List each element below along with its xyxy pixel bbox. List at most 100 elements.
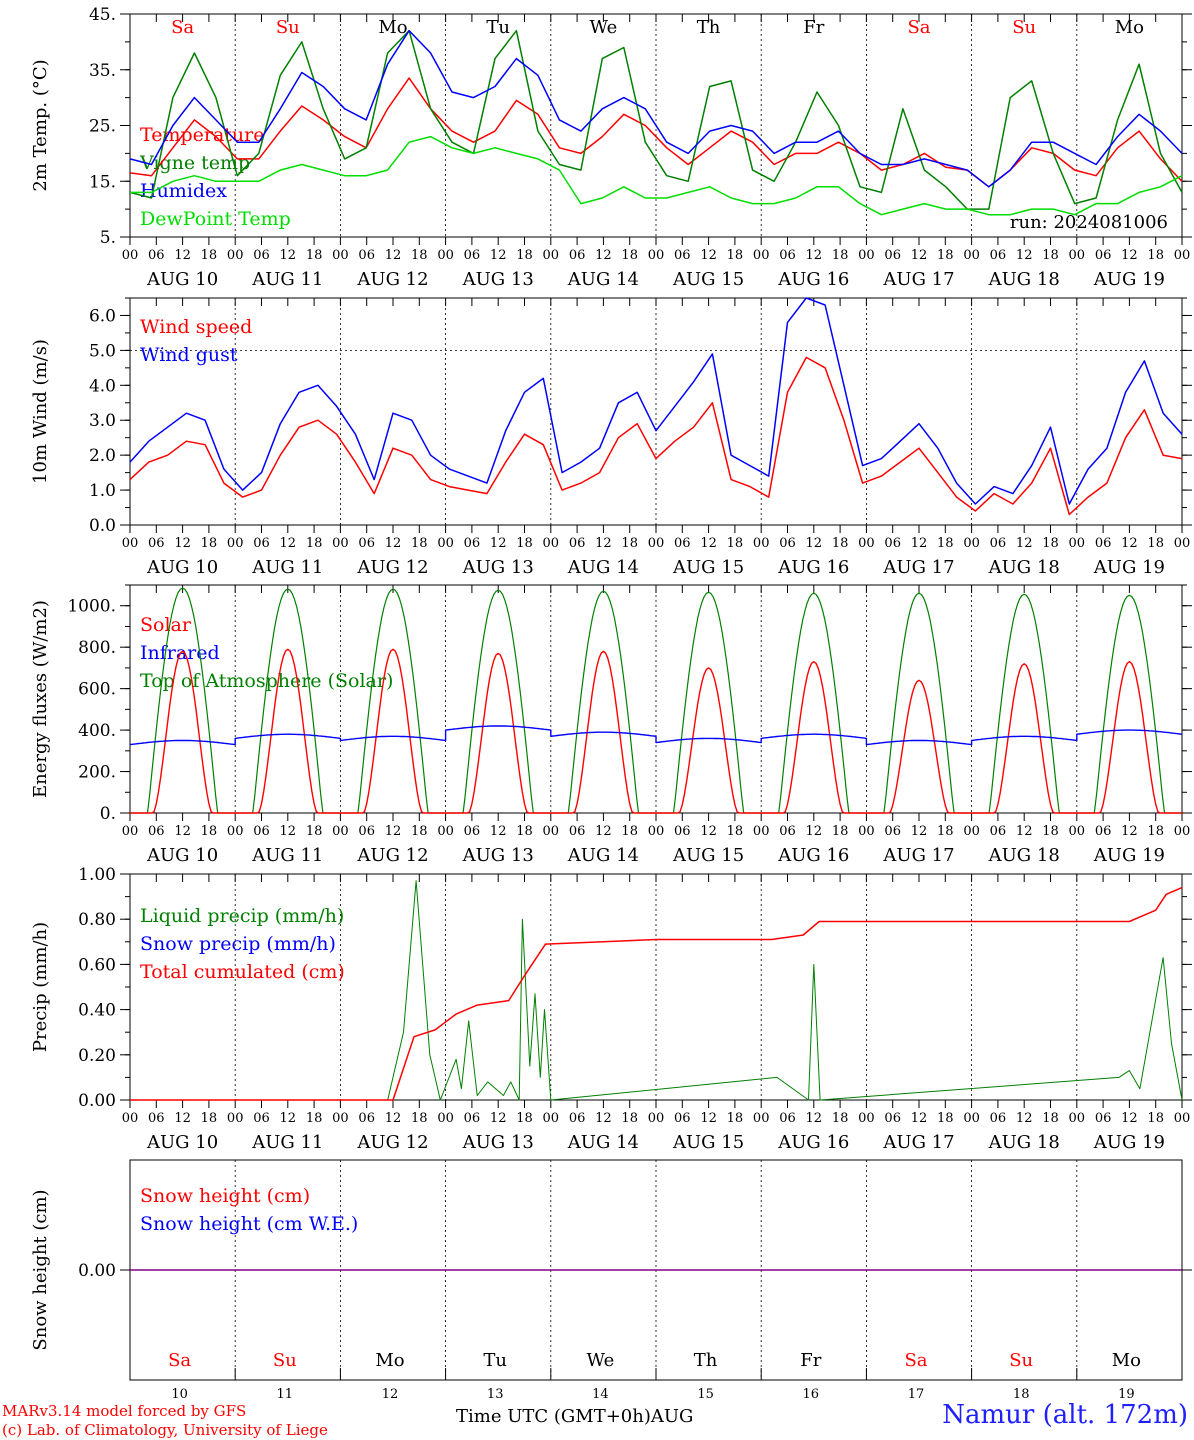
date-label: AUG 12 (356, 557, 428, 578)
hour-tick-label: 00 (437, 536, 454, 551)
hour-tick-label: 12 (806, 248, 823, 263)
hour-tick-label: 06 (1095, 536, 1112, 551)
hour-tick-label: 18 (411, 1111, 428, 1126)
hour-tick-label: 18 (621, 536, 638, 551)
weekday-label: Su (1012, 17, 1036, 38)
date-label: AUG 19 (1093, 1132, 1165, 1153)
panel-4: 0.00 0.20 0.40 0.60 0.80 1.00 Precip (mm/h) 00 0… (30, 865, 1192, 1153)
lab-credit: (c) Lab. of Climatology, University of L… (2, 1421, 328, 1439)
legend-entry: Liquid precip (mm/h) (140, 905, 344, 927)
hour-tick-label: 06 (1095, 824, 1112, 839)
hour-tick-label: 12 (280, 248, 297, 263)
y-tick-label: 6.0 (89, 306, 116, 326)
liquid-precip-line (387, 880, 1183, 1101)
hour-tick-label: 00 (122, 1111, 139, 1126)
hour-tick-label: 00 (963, 1111, 980, 1126)
hour-tick-label: 18 (201, 1111, 218, 1126)
hour-tick-label: 18 (727, 536, 744, 551)
hour-tick-label: 12 (1016, 536, 1033, 551)
weekday-label: Su (1009, 1350, 1033, 1371)
weekday-label: Sa (907, 17, 930, 38)
hour-tick-label: 18 (411, 824, 428, 839)
y-tick-label: 1.0 (89, 481, 116, 501)
hour-tick-label: 00 (1069, 1111, 1086, 1126)
model-credit: MARv3.14 model forced by GFS (2, 1402, 247, 1420)
hour-tick-label: 06 (779, 248, 796, 263)
panel-2: 0.0 1.0 2.0 3.0 4.0 5.0 6.0 10m Wind (m/s) 00 06 1… (30, 297, 1192, 578)
hour-tick-label: 12 (595, 536, 612, 551)
y-tick-label: 0.40 (78, 1001, 116, 1021)
hour-tick-label: 00 (332, 1111, 349, 1126)
hour-tick-label: 00 (543, 824, 560, 839)
hour-tick-label: 12 (385, 248, 402, 263)
hour-tick-label: 00 (122, 536, 139, 551)
hour-tick-label: 18 (201, 824, 218, 839)
wind-series-line-0 (129, 356, 1183, 516)
y-tick-label: 0.20 (78, 1046, 116, 1066)
hour-tick-label: 06 (148, 1111, 165, 1126)
y-axis-label: Energy fluxes (W/m2) (30, 600, 51, 798)
hour-tick-label: 06 (148, 536, 165, 551)
legend-entry: DewPoint Temp (140, 208, 291, 230)
hour-tick-label: 06 (358, 248, 375, 263)
hour-tick-label: 06 (674, 536, 691, 551)
date-label: AUG 15 (672, 557, 744, 578)
day-number-label: 16 (803, 1387, 820, 1402)
date-label: AUG 11 (251, 1132, 323, 1153)
y-tick-label: 35. (89, 61, 116, 81)
weekday-label: We (587, 1350, 615, 1371)
hour-tick-label: 12 (700, 824, 717, 839)
date-label: AUG 14 (567, 269, 639, 290)
y-axis-label: Precip (mm/h) (30, 922, 51, 1052)
hour-tick-label: 00 (437, 248, 454, 263)
hour-tick-label: 12 (490, 824, 507, 839)
hour-tick-label: 00 (858, 248, 875, 263)
weekday-label: Fr (800, 1350, 821, 1371)
legend-entry: Vigne temp (139, 152, 250, 174)
hour-tick-label: 00 (648, 1111, 665, 1126)
hour-tick-label: 00 (1174, 248, 1191, 263)
hour-tick-label: 00 (227, 1111, 244, 1126)
panel-5: 0.00 Snow height (cm) Snow height (cm) Snow… (30, 1159, 1192, 1381)
y-tick-label: 600. (78, 680, 116, 700)
hour-tick-label: 18 (1042, 248, 1059, 263)
hour-tick-label: 18 (937, 824, 954, 839)
panel-1: 5. 15. 25. 35. 45. 2m Temp. (°C) 00 06 12 18 AUG 1… (30, 5, 1192, 290)
hour-tick-label: 18 (516, 1111, 533, 1126)
day-number-label: 13 (487, 1387, 504, 1402)
hour-tick-label: 06 (253, 248, 270, 263)
hour-tick-label: 00 (753, 536, 770, 551)
hour-tick-label: 18 (937, 248, 954, 263)
hour-tick-label: 18 (1042, 1111, 1059, 1126)
hour-tick-label: 06 (990, 536, 1007, 551)
day-number-label: 10 (171, 1387, 188, 1402)
hour-tick-label: 18 (621, 248, 638, 263)
y-tick-label: 4.0 (89, 376, 116, 396)
series-line-1 (129, 29, 1183, 210)
hour-tick-label: 06 (884, 1111, 901, 1126)
y-tick-label: 45. (89, 5, 116, 25)
weekday-label: Mo (1112, 1350, 1141, 1371)
hour-tick-label: 12 (385, 536, 402, 551)
hour-tick-label: 00 (543, 536, 560, 551)
date-label: AUG 17 (882, 557, 954, 578)
hour-tick-label: 18 (937, 536, 954, 551)
weekday-label: Sa (171, 17, 194, 38)
hour-tick-label: 18 (832, 824, 849, 839)
hour-tick-label: 06 (674, 824, 691, 839)
total-cumulated-line (130, 886, 1183, 1101)
hour-tick-label: 06 (569, 824, 586, 839)
hour-tick-label: 06 (1095, 248, 1112, 263)
hour-tick-label: 06 (253, 824, 270, 839)
hour-tick-label: 12 (174, 248, 191, 263)
hour-tick-label: 06 (990, 824, 1007, 839)
hour-tick-label: 18 (1042, 824, 1059, 839)
hour-tick-label: 06 (884, 824, 901, 839)
date-label: AUG 10 (146, 845, 218, 866)
hour-tick-label: 00 (963, 824, 980, 839)
solar-line (130, 648, 1182, 814)
plot-frame (129, 584, 1183, 814)
hour-tick-label: 00 (858, 536, 875, 551)
hour-tick-label: 06 (253, 536, 270, 551)
hour-tick-label: 00 (1069, 248, 1086, 263)
